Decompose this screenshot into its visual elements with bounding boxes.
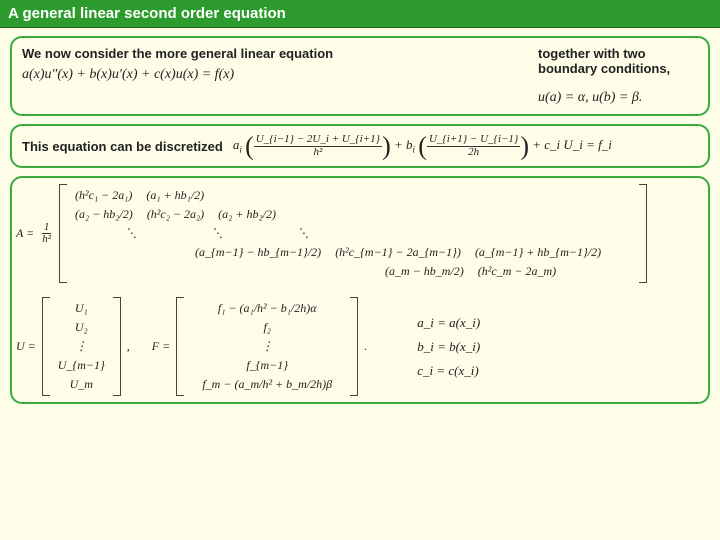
def-b: b_i = b(x_i) [417,339,480,355]
vector-U-label: U = [16,339,36,354]
discretize-equation: ai (U_{i−1} − 2U_i + U_{i+1}h²) + bi (U_… [233,134,612,158]
bracket-right-icon [639,184,647,283]
table-row: (h²c₁ − 2a₁)(a₁ + hb₁/2) [75,188,631,203]
list-item: f₁ − (a₁/h² − b₁/2h)α [192,301,342,316]
matrix-A: A = 1h² (h²c₁ − 2a₁)(a₁ + hb₁/2) (a₂ − h… [16,184,704,283]
coefficient-definitions: a_i = a(x_i) b_i = b(x_i) c_i = c(x_i) [417,315,480,379]
bracket-left-icon [59,184,67,283]
list-item: U₁ [58,301,105,316]
bracket-left-icon [42,297,50,396]
list-item: ⋮ [192,339,342,354]
table-row: (a_{m−1} − hb_{m−1}/2)(h²c_{m−1} − 2a_{m… [75,245,631,260]
list-item: U_m [58,377,105,392]
page-title: A general linear second order equation [0,0,720,28]
list-item: f_{m−1} [192,358,342,373]
vector-F: F = f₁ − (a₁/h² − b₁/2h)α f₂ ⋮ f_{m−1} f… [152,297,367,396]
panel-intro: We now consider the more general linear … [10,36,710,116]
list-item: f₂ [192,320,342,335]
panel-matrix: A = 1h² (h²c₁ − 2a₁)(a₁ + hb₁/2) (a₂ − h… [10,176,710,404]
list-item: f_m − (a_m/h² + b_m/2h)β [192,377,342,392]
matrix-A-prefactor: 1h² [40,222,53,246]
table-row: (a₂ − hb₂/2)(h²c₂ − 2a₂)(a₂ + hb₂/2) [75,207,631,222]
intro-lead: We now consider the more general linear … [22,46,518,61]
matrix-A-body: (h²c₁ − 2a₁)(a₁ + hb₁/2) (a₂ − hb₂/2)(h²… [73,184,633,283]
list-item: ⋮ [58,339,105,354]
list-item: U_{m−1} [58,358,105,373]
vector-U: U = U₁ U₂ ⋮ U_{m−1} U_m , [16,297,130,396]
bracket-right-icon [350,297,358,396]
comma: , [127,339,130,354]
vector-F-label: F = [152,339,170,354]
def-a: a_i = a(x_i) [417,315,480,331]
bc-equation: u(a) = α, u(b) = β. [538,90,698,106]
bracket-right-icon [113,297,121,396]
table-row: ⋱⋱⋱ [75,226,631,241]
bc-lead: together with two boundary conditions, [538,46,698,76]
table-row: (a_m − hb_m/2)(h²c_m − 2a_m) [75,264,631,279]
matrix-A-label: A = [16,226,34,241]
ode-equation: a(x)u″(x) + b(x)u′(x) + c(x)u(x) = f(x) [22,67,518,83]
def-c: c_i = c(x_i) [417,363,480,379]
period: . [364,339,367,354]
bracket-left-icon [176,297,184,396]
list-item: U₂ [58,320,105,335]
discretize-lead: This equation can be discretized [22,139,223,154]
panel-discretize: This equation can be discretized ai (U_{… [10,124,710,168]
